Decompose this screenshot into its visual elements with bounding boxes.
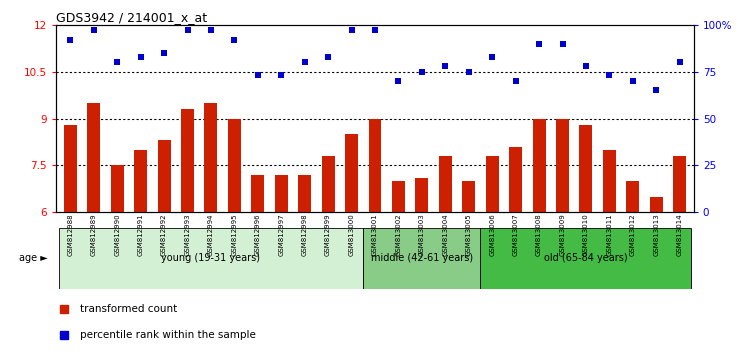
Bar: [603, 150, 616, 212]
Text: GSM812988: GSM812988: [68, 213, 74, 256]
Text: GSM813014: GSM813014: [676, 213, 682, 256]
Point: [533, 41, 545, 46]
Text: GSM813000: GSM813000: [349, 213, 355, 256]
Text: GSM812994: GSM812994: [208, 213, 214, 256]
Bar: [416, 178, 428, 212]
Bar: [626, 181, 639, 212]
Bar: [462, 181, 476, 212]
Point: [580, 63, 592, 69]
Bar: [345, 134, 358, 212]
Text: old (65-84 years): old (65-84 years): [544, 253, 628, 263]
Text: age ►: age ►: [19, 253, 47, 263]
Text: GSM812992: GSM812992: [161, 213, 167, 256]
Bar: [134, 150, 147, 212]
Point: [603, 73, 615, 78]
Text: GDS3942 / 214001_x_at: GDS3942 / 214001_x_at: [56, 11, 207, 24]
Text: GSM812989: GSM812989: [91, 213, 97, 256]
Bar: [363, 228, 481, 289]
Point: [369, 28, 381, 33]
Point: [205, 28, 217, 33]
Bar: [580, 125, 592, 212]
Bar: [87, 103, 100, 212]
Text: GSM813013: GSM813013: [653, 213, 659, 256]
Text: GSM813011: GSM813011: [606, 213, 612, 256]
Point: [135, 54, 147, 59]
Point: [440, 63, 452, 69]
Point: [674, 59, 686, 65]
Text: GSM813006: GSM813006: [489, 213, 495, 256]
Text: transformed count: transformed count: [80, 304, 178, 314]
Text: GSM813008: GSM813008: [536, 213, 542, 256]
Point: [228, 37, 240, 42]
Bar: [111, 165, 124, 212]
Bar: [509, 147, 522, 212]
Text: GSM813009: GSM813009: [560, 213, 566, 256]
Bar: [481, 228, 692, 289]
Text: young (19-31 years): young (19-31 years): [161, 253, 260, 263]
Bar: [650, 197, 663, 212]
Bar: [251, 175, 264, 212]
Point: [627, 78, 639, 84]
Point: [556, 41, 568, 46]
Text: percentile rank within the sample: percentile rank within the sample: [80, 330, 256, 341]
Text: middle (42-61 years): middle (42-61 years): [370, 253, 473, 263]
Bar: [368, 119, 382, 212]
Text: GSM813003: GSM813003: [419, 213, 424, 256]
Point: [510, 78, 522, 84]
Text: GSM813007: GSM813007: [513, 213, 519, 256]
Point: [298, 59, 310, 65]
Bar: [228, 119, 241, 212]
Text: GSM813004: GSM813004: [442, 213, 448, 256]
Bar: [205, 103, 218, 212]
Bar: [64, 125, 76, 212]
Point: [650, 87, 662, 93]
Point: [64, 37, 76, 42]
Bar: [532, 119, 545, 212]
Bar: [486, 156, 499, 212]
Text: GSM812990: GSM812990: [114, 213, 120, 256]
Bar: [322, 156, 334, 212]
Point: [158, 50, 170, 56]
Point: [416, 69, 428, 74]
Text: GSM812996: GSM812996: [255, 213, 261, 256]
Text: GSM812991: GSM812991: [138, 213, 144, 256]
Point: [275, 73, 287, 78]
Text: GSM812997: GSM812997: [278, 213, 284, 256]
Point: [463, 69, 475, 74]
Bar: [556, 119, 569, 212]
Bar: [58, 228, 363, 289]
Text: GSM813010: GSM813010: [583, 213, 589, 256]
Point: [182, 28, 194, 33]
Point: [252, 73, 264, 78]
Text: GSM813005: GSM813005: [466, 213, 472, 256]
Point: [392, 78, 404, 84]
Point: [346, 28, 358, 33]
Text: GSM812993: GSM812993: [184, 213, 190, 256]
Bar: [158, 141, 170, 212]
Bar: [274, 175, 288, 212]
Bar: [674, 156, 686, 212]
Text: GSM812999: GSM812999: [325, 213, 331, 256]
Point: [88, 28, 100, 33]
Bar: [439, 156, 452, 212]
Text: GSM812998: GSM812998: [302, 213, 307, 256]
Text: GSM813002: GSM813002: [395, 213, 401, 256]
Text: GSM813012: GSM813012: [630, 213, 636, 256]
Bar: [392, 181, 405, 212]
Point: [486, 54, 498, 59]
Point: [111, 59, 123, 65]
Text: GSM813001: GSM813001: [372, 213, 378, 256]
Text: GSM812995: GSM812995: [231, 213, 237, 256]
Bar: [298, 175, 311, 212]
Point: [322, 54, 334, 59]
Bar: [181, 109, 194, 212]
